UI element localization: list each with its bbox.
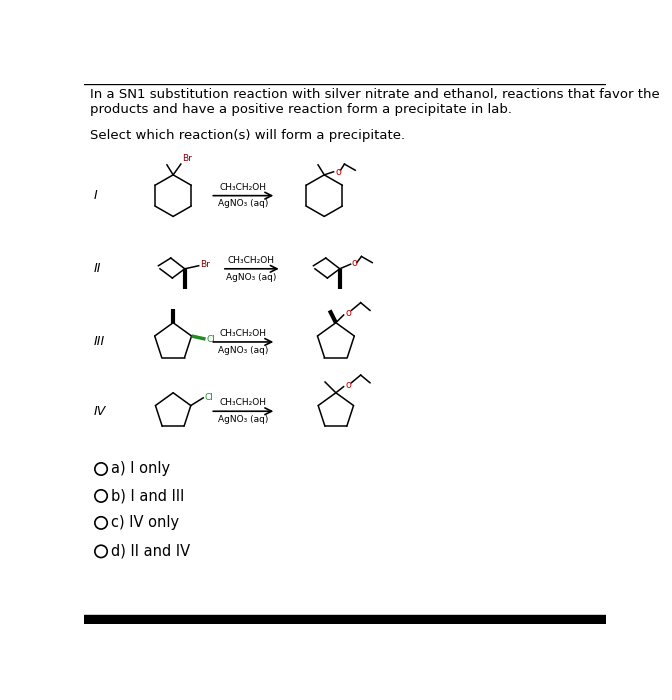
- Text: AgNO₃ (aq): AgNO₃ (aq): [218, 199, 268, 209]
- Text: Cl: Cl: [206, 335, 215, 344]
- Text: Select which reaction(s) will form a precipitate.: Select which reaction(s) will form a pre…: [90, 129, 405, 141]
- Text: o: o: [345, 380, 351, 390]
- Text: In a SN1 substitution reaction with silver nitrate and ethanol, reactions that f: In a SN1 substitution reaction with silv…: [90, 88, 660, 116]
- Text: AgNO₃ (aq): AgNO₃ (aq): [226, 272, 277, 281]
- Text: AgNO₃ (aq): AgNO₃ (aq): [218, 415, 268, 424]
- Text: CH₃CH₂OH: CH₃CH₂OH: [219, 329, 266, 338]
- Text: I: I: [93, 189, 97, 202]
- Text: Br: Br: [200, 260, 210, 270]
- Text: AgNO₃ (aq): AgNO₃ (aq): [218, 346, 268, 355]
- Text: IV: IV: [93, 405, 106, 418]
- Text: a) I only: a) I only: [111, 461, 170, 477]
- Text: III: III: [93, 335, 105, 349]
- Text: Br: Br: [181, 154, 192, 163]
- Text: d) II and IV: d) II and IV: [111, 544, 190, 559]
- Text: o: o: [351, 258, 358, 268]
- Text: o: o: [345, 309, 351, 318]
- Text: CH₃CH₂OH: CH₃CH₂OH: [219, 183, 266, 192]
- Text: CH₃CH₂OH: CH₃CH₂OH: [219, 398, 266, 407]
- Text: II: II: [93, 262, 101, 275]
- Text: o: o: [335, 167, 341, 177]
- Text: CH₃CH₂OH: CH₃CH₂OH: [228, 256, 275, 265]
- Text: Cl: Cl: [205, 393, 214, 402]
- Text: c) IV only: c) IV only: [111, 515, 179, 531]
- Text: b) I and III: b) I and III: [111, 489, 185, 503]
